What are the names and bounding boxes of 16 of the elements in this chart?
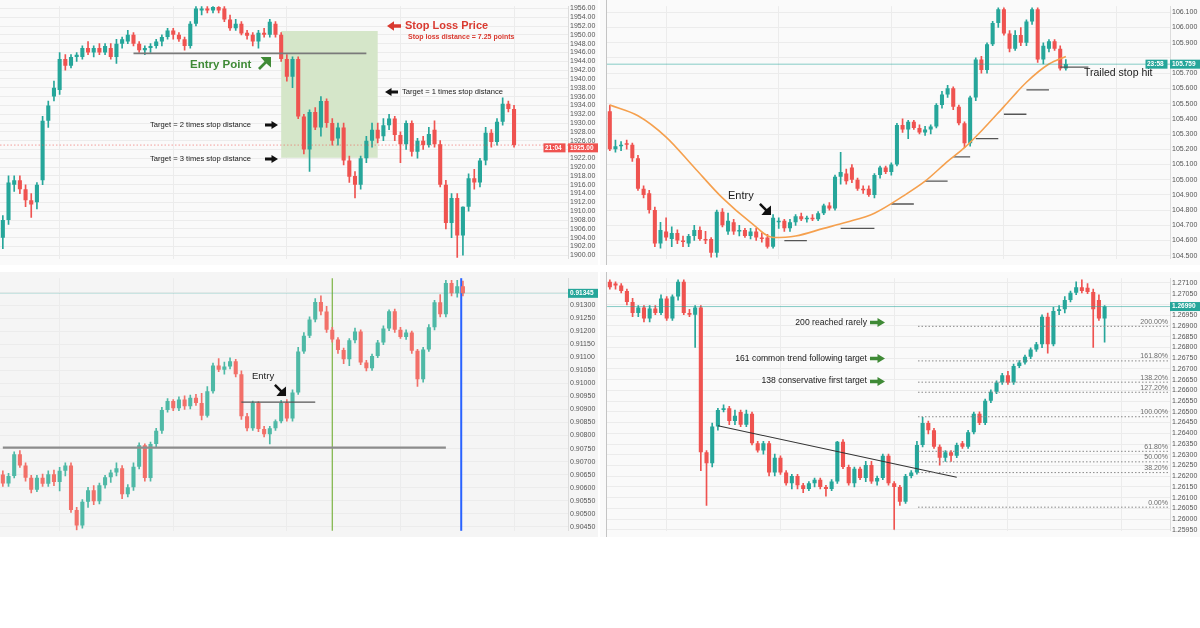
candlestick [1057,305,1062,316]
line-series [609,55,1067,239]
annotation: 200 reached rarely [795,316,868,327]
annotation: 161 common trend following target [735,353,868,364]
annotation: Trailed stop hit [1084,65,1153,78]
candlestick [892,481,897,530]
candlestick [664,217,669,241]
annotation: 138 conservative first target [761,375,868,386]
annotation: Stop Loss Price [405,19,489,32]
candlestick [823,484,828,497]
annotation: Entry [252,369,275,381]
annotation: Entry [728,189,755,202]
candlestick [29,193,34,218]
candlestick [693,305,698,348]
candlestick [624,139,629,150]
annotation: Entry Point [190,58,252,71]
